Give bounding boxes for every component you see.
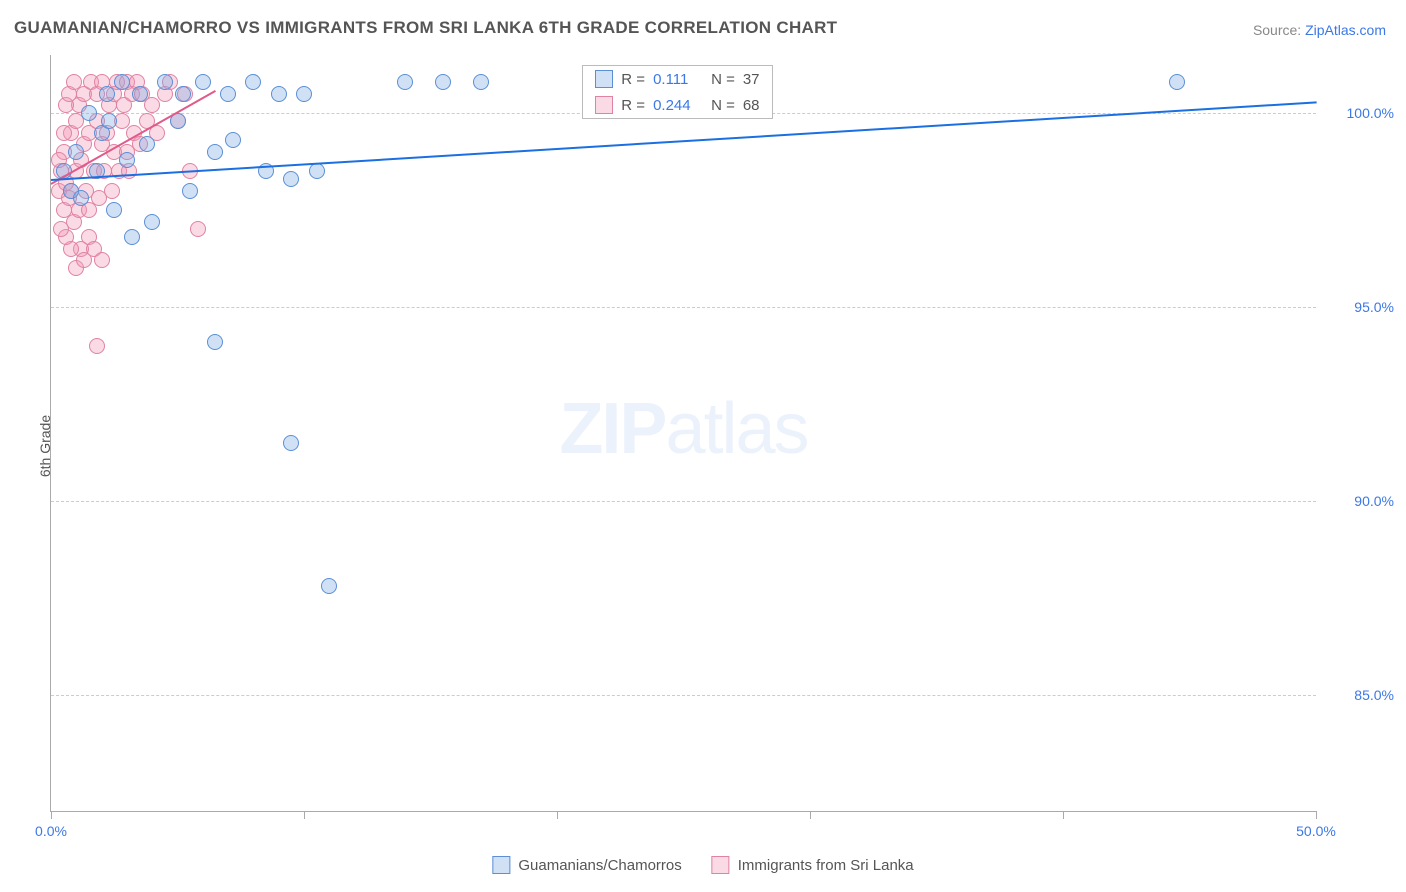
data-point [81,105,97,121]
x-tick [1316,811,1317,819]
data-point [207,144,223,160]
data-point [132,86,148,102]
x-tick-label: 0.0% [35,823,67,839]
data-point [139,136,155,152]
data-point [182,183,198,199]
y-tick-label: 90.0% [1354,493,1394,509]
stats-legend-row: R = 0.244 N = 68 [583,92,771,118]
data-point [89,338,105,354]
legend-label: Immigrants from Sri Lanka [738,857,914,874]
data-point [68,144,84,160]
gridline [51,307,1316,308]
chart-container: GUAMANIAN/CHAMORRO VS IMMIGRANTS FROM SR… [0,0,1406,892]
data-point [397,74,413,90]
data-point [53,221,69,237]
source-link[interactable]: ZipAtlas.com [1305,22,1386,38]
legend-n-value: 37 [743,71,760,88]
data-point [114,74,130,90]
data-point [1169,74,1185,90]
data-point [106,202,122,218]
x-tick-label: 50.0% [1296,823,1336,839]
x-tick [557,811,558,819]
data-point [190,221,206,237]
data-point [321,578,337,594]
watermark: ZIPatlas [559,388,807,470]
legend-swatch [595,96,613,114]
stats-legend: R = 0.111 N = 37 R = 0.244 N = 68 [582,65,772,119]
data-point [296,86,312,102]
chart-title: GUAMANIAN/CHAMORRO VS IMMIGRANTS FROM SR… [14,18,837,38]
data-point [104,183,120,199]
data-point [245,74,261,90]
legend-swatch [492,856,510,874]
legend-r-label: R = [621,71,645,88]
x-tick [51,811,52,819]
legend-swatch [595,70,613,88]
data-point [99,86,115,102]
data-point [124,229,140,245]
legend-r-value: 0.244 [653,97,703,114]
data-point [220,86,236,102]
legend-n-label: N = [711,97,735,114]
data-point [119,152,135,168]
data-point [101,113,117,129]
stats-legend-row: R = 0.111 N = 37 [583,66,771,92]
data-point [144,97,160,113]
data-point [283,171,299,187]
y-tick-label: 85.0% [1354,687,1394,703]
gridline [51,695,1316,696]
data-point [144,214,160,230]
data-point [283,435,299,451]
gridline [51,501,1316,502]
data-point [73,190,89,206]
x-tick [810,811,811,819]
data-point [195,74,211,90]
bottom-legend: Guamanians/Chamorros Immigrants from Sri … [492,856,913,874]
legend-item: Immigrants from Sri Lanka [712,856,914,874]
plot-area: ZIPatlas 85.0%90.0%95.0%100.0%0.0%50.0%R… [50,55,1316,812]
legend-label: Guamanians/Chamorros [518,857,681,874]
data-point [94,252,110,268]
source-attribution: Source: ZipAtlas.com [1253,22,1386,38]
data-point [157,74,173,90]
data-point [225,132,241,148]
legend-item: Guamanians/Chamorros [492,856,681,874]
y-tick-label: 95.0% [1354,299,1394,315]
data-point [435,74,451,90]
source-label: Source: [1253,22,1305,38]
data-point [473,74,489,90]
legend-r-value: 0.111 [653,71,703,88]
data-point [309,163,325,179]
legend-r-label: R = [621,97,645,114]
data-point [175,86,191,102]
data-point [66,74,82,90]
data-point [271,86,287,102]
x-tick [1063,811,1064,819]
y-tick-label: 100.0% [1347,105,1394,121]
legend-n-label: N = [711,71,735,88]
x-tick [304,811,305,819]
data-point [56,125,72,141]
data-point [207,334,223,350]
legend-swatch [712,856,730,874]
legend-n-value: 68 [743,97,760,114]
